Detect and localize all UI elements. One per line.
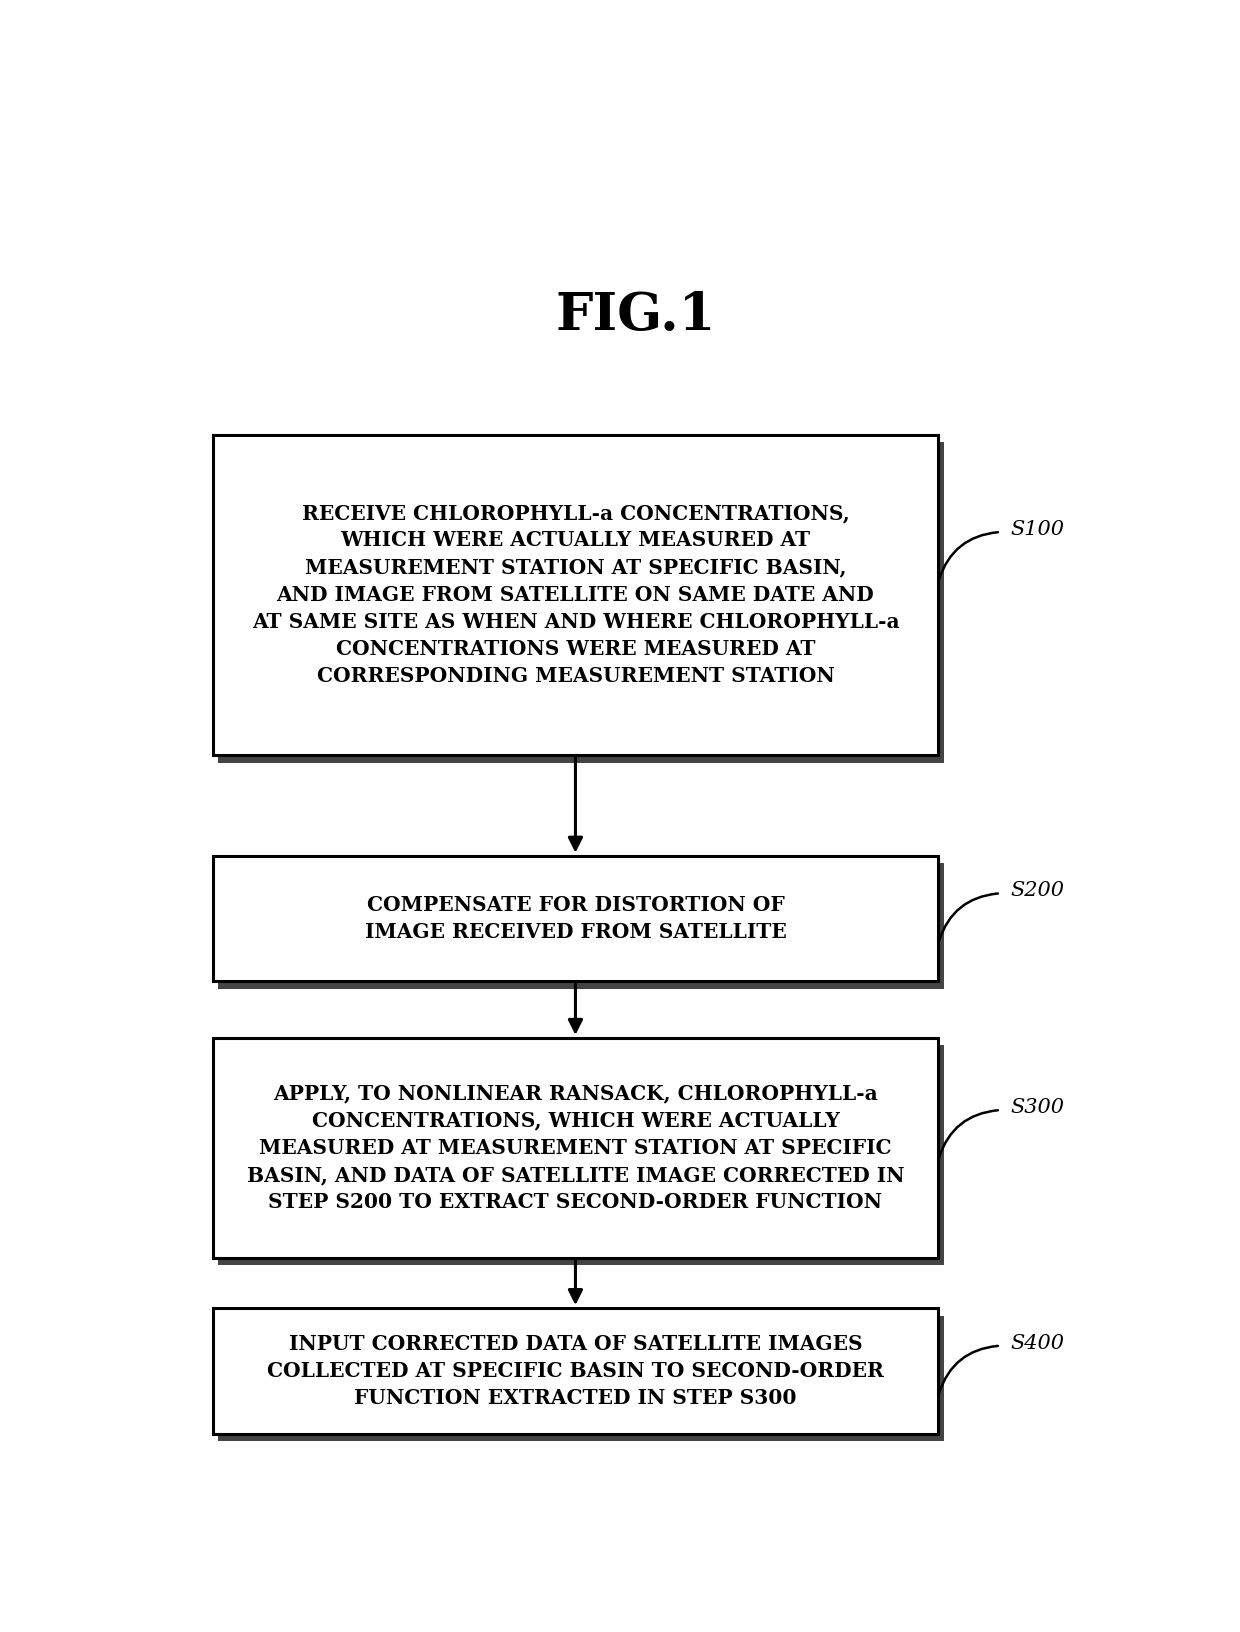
Text: RECEIVE CHLOROPHYLL-a CONCENTRATIONS,
WHICH WERE ACTUALLY MEASURED AT
MEASUREMEN: RECEIVE CHLOROPHYLL-a CONCENTRATIONS, WH…: [252, 503, 899, 687]
FancyBboxPatch shape: [213, 434, 939, 756]
FancyBboxPatch shape: [218, 1046, 944, 1265]
FancyBboxPatch shape: [218, 442, 944, 762]
FancyBboxPatch shape: [213, 1038, 939, 1258]
FancyBboxPatch shape: [213, 1307, 939, 1433]
FancyBboxPatch shape: [218, 1315, 944, 1441]
Text: S200: S200: [1011, 881, 1064, 901]
FancyBboxPatch shape: [213, 855, 939, 981]
FancyBboxPatch shape: [218, 863, 944, 989]
Text: FIG.1: FIG.1: [556, 290, 715, 341]
Text: S300: S300: [1011, 1098, 1064, 1116]
Text: S400: S400: [1011, 1333, 1064, 1353]
Text: APPLY, TO NONLINEAR RANSACK, CHLOROPHYLL-a
CONCENTRATIONS, WHICH WERE ACTUALLY
M: APPLY, TO NONLINEAR RANSACK, CHLOROPHYLL…: [247, 1084, 904, 1213]
Text: COMPENSATE FOR DISTORTION OF
IMAGE RECEIVED FROM SATELLITE: COMPENSATE FOR DISTORTION OF IMAGE RECEI…: [365, 894, 786, 942]
Text: INPUT CORRECTED DATA OF SATELLITE IMAGES
COLLECTED AT SPECIFIC BASIN TO SECOND-O: INPUT CORRECTED DATA OF SATELLITE IMAGES…: [267, 1333, 884, 1408]
Text: S100: S100: [1011, 521, 1064, 539]
